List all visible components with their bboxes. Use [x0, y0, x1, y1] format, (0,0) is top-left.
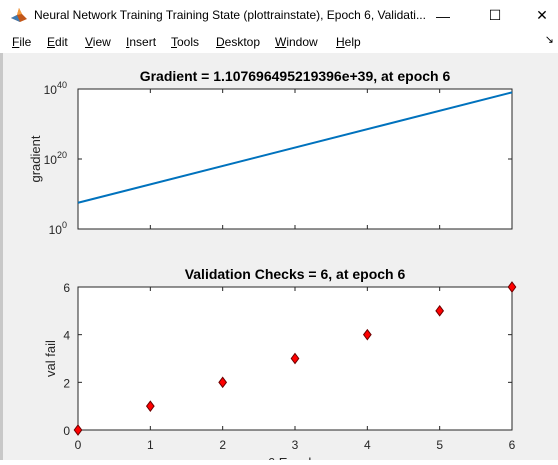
minimize-button[interactable]: —	[436, 7, 450, 24]
gradient-ylabel: gradient	[28, 135, 43, 182]
matlab-logo-icon	[11, 8, 27, 22]
gradient-ytick-label: 1020	[44, 150, 67, 167]
valfail-xtick-label: 3	[292, 438, 299, 452]
maximize-button[interactable]: ☐	[488, 7, 502, 23]
valfail-xtick-label: 5	[436, 438, 443, 452]
valfail-point	[145, 400, 155, 412]
valfail-xlabel: 6 Epochs	[268, 455, 323, 460]
valfail-ytick-label: 0	[63, 424, 70, 438]
menu-window[interactable]: Window	[275, 35, 318, 49]
menu-insert[interactable]: Insert	[126, 35, 157, 49]
valfail-ylabel: val fail	[43, 340, 58, 377]
valfail-point	[290, 352, 300, 365]
close-button[interactable]: ✕	[536, 7, 548, 23]
valfail-point	[435, 304, 445, 317]
valfail-xtick-label: 6	[509, 438, 516, 452]
menu-help[interactable]: Help	[336, 35, 361, 49]
valfail-xtick-label: 1	[147, 438, 154, 452]
menu-edit[interactable]: Edit	[47, 35, 68, 49]
valfail-ytick-label: 2	[63, 376, 70, 390]
menu-file[interactable]: File	[12, 35, 32, 49]
title-bar: Neural Network Training Training State (…	[0, 0, 558, 31]
menu-view[interactable]: View	[85, 35, 111, 49]
gradient-ytick-label: 1040	[44, 80, 67, 97]
valfail-point	[507, 281, 517, 293]
dock-arrow-icon[interactable]: ↘	[544, 34, 554, 46]
valfail-title: Validation Checks = 6, at epoch 6	[185, 266, 406, 282]
valfail-ytick-label: 6	[63, 281, 70, 295]
gradient-axes-bg	[78, 89, 512, 229]
menu-desktop[interactable]: Desktop	[216, 35, 261, 49]
gradient-title: Gradient = 1.107696495219396e+39, at epo…	[140, 68, 451, 84]
valfail-point	[73, 424, 83, 436]
left-edge-strip	[0, 53, 3, 460]
valfail-point	[362, 328, 372, 341]
gradient-series-line	[77, 91, 513, 204]
figure-area: 100 1020 1040 Gradient = 1.107696495219396e…	[0, 53, 558, 465]
valfail-xtick-label: 0	[75, 438, 82, 452]
valfail-ytick-label: 4	[63, 329, 70, 343]
valfail-point	[218, 376, 228, 389]
menu-tools[interactable]: Tools	[171, 35, 200, 49]
valfail-xtick-label: 4	[364, 438, 371, 452]
window-title: Neural Network Training Training State (…	[34, 8, 426, 22]
valfail-xtick-label: 2	[219, 438, 226, 452]
menu-bar: File Edit View Insert Tools Desktop Wind…	[0, 31, 558, 53]
gradient-ytick-label: 100	[49, 220, 67, 237]
